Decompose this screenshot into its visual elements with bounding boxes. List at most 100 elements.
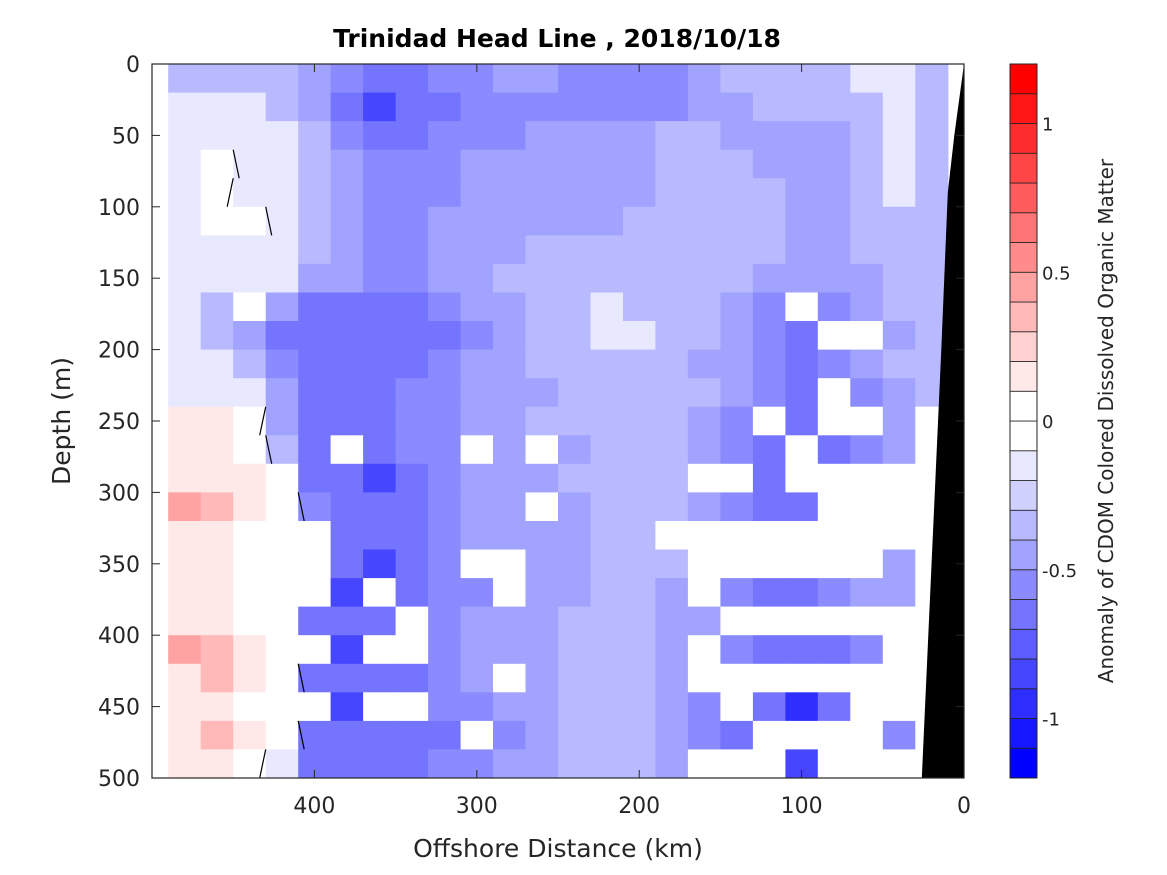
heatmap-cell [817,121,851,151]
heatmap-cell [363,292,397,322]
heatmap-cell [395,121,429,151]
missing-cell [720,463,754,493]
heatmap-cell [915,64,949,94]
missing-cell [460,435,494,465]
heatmap-cell [623,521,657,551]
heatmap-cell [428,178,462,208]
heatmap-cell [493,378,527,408]
heatmap-cell [525,321,559,351]
heatmap-cell [395,235,429,265]
heatmap-cell [590,321,624,351]
heatmap-cell [623,720,657,751]
heatmap-cell [298,378,332,408]
heatmap-cell [558,749,592,778]
heatmap-cell [330,235,364,265]
heatmap-cell [428,635,462,665]
heatmap-cell [558,206,592,236]
heatmap-cell [558,635,592,665]
heatmap-cell [168,378,202,408]
heatmap-cell [525,378,559,408]
heatmap-cell [785,492,819,522]
heatmap-cell [720,578,754,608]
heatmap-cell [558,121,592,151]
heatmap-cell [330,492,364,522]
heatmap-cell [168,349,202,379]
heatmap-cell [882,720,916,751]
heatmap-cell [525,92,559,122]
colorbar-level [1009,539,1038,571]
heatmap-cell [558,720,592,751]
heatmap-cell [330,521,364,551]
missing-cell [850,720,884,751]
heatmap-cell [655,635,689,665]
heatmap-cell [200,663,234,693]
heatmap-cell [363,235,397,265]
heatmap-cell [558,263,592,294]
zero-contour-segment [259,406,267,436]
heatmap-cell [265,378,299,408]
heatmap-cell [785,149,819,179]
heatmap-cell [590,463,624,493]
colorbar-level [1009,450,1038,481]
heatmap-cell [428,749,462,778]
heatmap-cell [785,578,819,608]
heatmap-cell [363,492,397,522]
heatmap-cell [525,235,559,265]
colorbar-level [1009,93,1038,124]
heatmap-cell [752,149,786,179]
heatmap-cell [623,292,657,322]
heatmap-cell [200,349,234,379]
zero-contour-segment [297,492,305,522]
heatmap-cell [720,492,754,522]
heatmap-cell [233,720,267,751]
heatmap-cell [655,578,689,608]
missing-cell [330,435,364,465]
heatmap-cell [428,435,462,465]
heatmap-cell [558,435,592,465]
heatmap-cell [428,92,462,122]
heatmap-cell [558,292,592,322]
heatmap-cell [493,206,527,236]
heatmap-cell [687,406,721,436]
missing-cell [720,692,754,722]
heatmap-cell [298,92,332,122]
heatmap-cell [687,121,721,151]
heatmap-cell [330,578,364,608]
heatmap-cell [200,292,234,322]
heatmap-cell [168,92,202,122]
x-axis-label: Offshore Distance (km) [413,834,703,863]
missing-cell [785,720,819,751]
heatmap-cell [623,635,657,665]
heatmap-cell [460,121,494,151]
heatmap-cell [525,606,559,636]
heatmap-cell [752,692,786,722]
heatmap-cell [168,406,202,436]
missing-cell [752,549,786,579]
heatmap-cell [428,578,462,608]
heatmap-cell [525,720,559,751]
heatmap-cell [265,64,299,94]
heatmap-cell [200,378,234,408]
heatmap-cell [493,64,527,94]
missing-cell [785,663,819,693]
heatmap-cell [850,635,884,665]
heatmap-cell [623,235,657,265]
heatmap-cell [460,606,494,636]
missing-cell [265,606,299,636]
heatmap-cell [200,720,234,751]
heatmap-cell [168,492,202,522]
heatmap-cell [655,64,689,94]
heatmap-cell [623,463,657,493]
heatmap-cell [687,235,721,265]
heatmap-cell [493,121,527,151]
heatmap-cell [720,292,754,322]
heatmap-cell [168,263,202,294]
heatmap-cell [395,749,429,778]
y-tick-label: 50 [112,124,140,149]
y-tick-label: 450 [98,696,140,721]
colorbar-label: Anomaly of CDOM Colored Dissolved Organi… [1094,158,1118,683]
missing-cell [752,606,786,636]
heatmap-cell [590,263,624,294]
colorbar-level [1009,331,1038,362]
